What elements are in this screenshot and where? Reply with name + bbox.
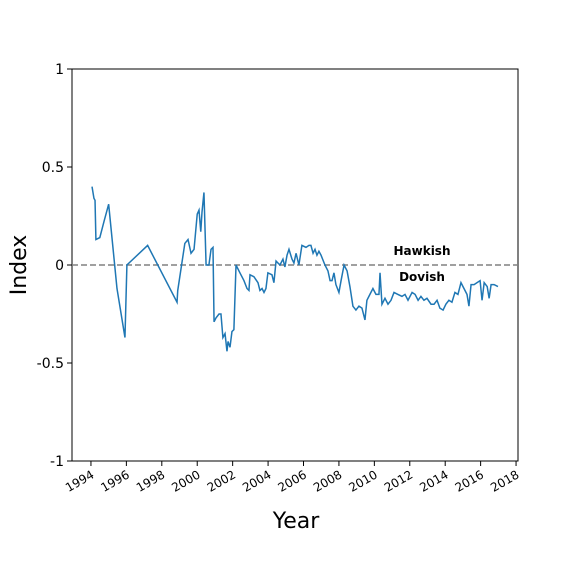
x-tick-label: 1994 bbox=[63, 467, 96, 494]
x-tick-label: 2014 bbox=[417, 467, 450, 494]
x-tick-label: 2006 bbox=[276, 467, 309, 494]
y-tick-label: -1 bbox=[50, 454, 64, 470]
x-tick-label: 2012 bbox=[382, 467, 415, 494]
y-tick-label: 1 bbox=[55, 62, 64, 78]
x-tick-label: 1998 bbox=[134, 467, 167, 494]
x-tick-label: 1996 bbox=[98, 467, 131, 494]
x-tick-label: 2004 bbox=[240, 467, 273, 494]
y-axis-label: Index bbox=[7, 235, 32, 296]
x-tick-label: 2010 bbox=[346, 467, 379, 494]
data-line bbox=[91, 186, 499, 352]
y-tick-label: -0.5 bbox=[37, 356, 64, 372]
x-tick-label: 2008 bbox=[311, 467, 344, 494]
x-tick-label: 2016 bbox=[453, 467, 486, 494]
annotation: Dovish bbox=[399, 270, 445, 284]
x-tick-label: 2000 bbox=[169, 467, 202, 494]
x-tick-label: 2002 bbox=[205, 467, 238, 494]
x-axis-label: Year bbox=[272, 509, 321, 534]
y-tick-label: 0 bbox=[55, 258, 64, 274]
x-tick-label: 2018 bbox=[488, 467, 521, 494]
y-tick-label: 0.5 bbox=[42, 160, 64, 176]
annotation: Hawkish bbox=[393, 244, 450, 258]
